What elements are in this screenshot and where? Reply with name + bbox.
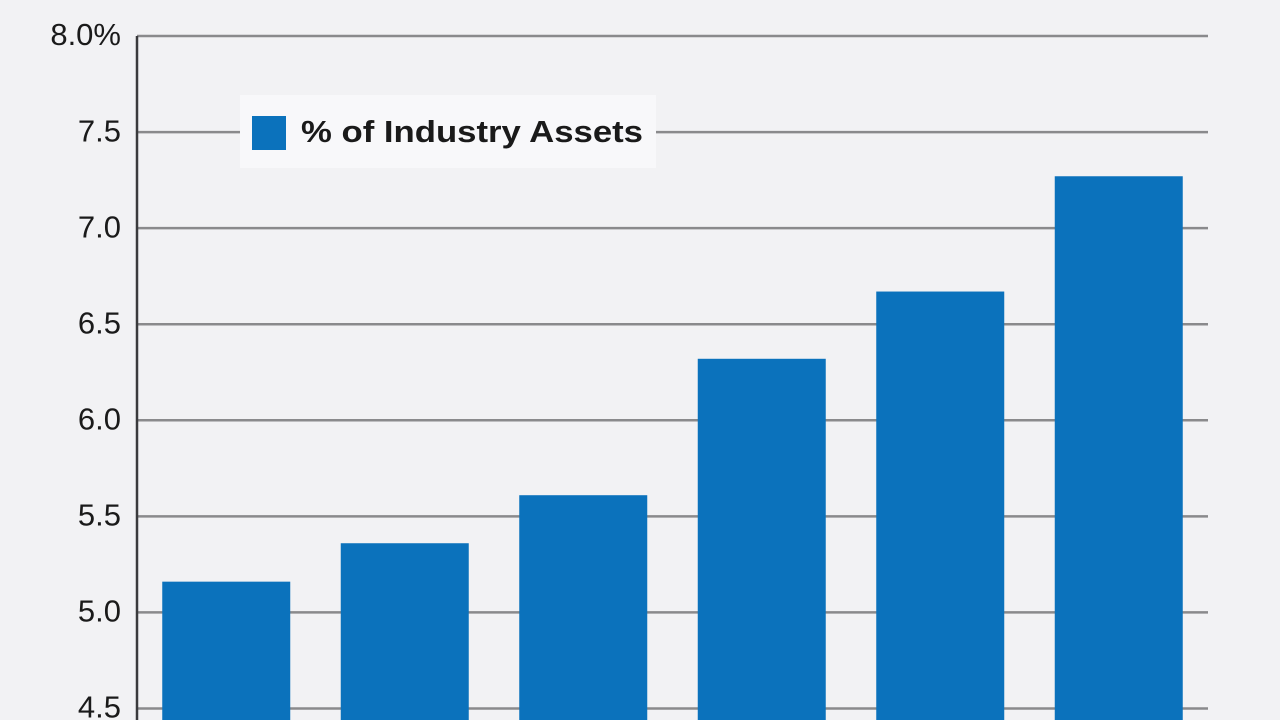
bar <box>519 495 648 720</box>
y-tick-label: 7.5 <box>78 113 121 148</box>
legend-label: % of Industry Assets <box>301 114 643 149</box>
y-tick-label: 5.5 <box>78 498 121 533</box>
y-tick-label: 6.0 <box>78 401 121 436</box>
bar <box>340 543 469 720</box>
legend-box <box>240 95 656 168</box>
bar <box>1054 176 1183 720</box>
bar <box>162 581 291 720</box>
bar <box>876 291 1005 720</box>
y-tick-label: 8.0% <box>50 17 121 52</box>
bar <box>697 358 826 720</box>
y-tick-label: 5.0 <box>78 594 121 629</box>
y-tick-label: 7.0 <box>78 209 121 244</box>
legend-swatch <box>252 116 286 150</box>
y-tick-label: 6.5 <box>78 305 121 340</box>
y-tick-label: 4.5 <box>78 690 121 720</box>
